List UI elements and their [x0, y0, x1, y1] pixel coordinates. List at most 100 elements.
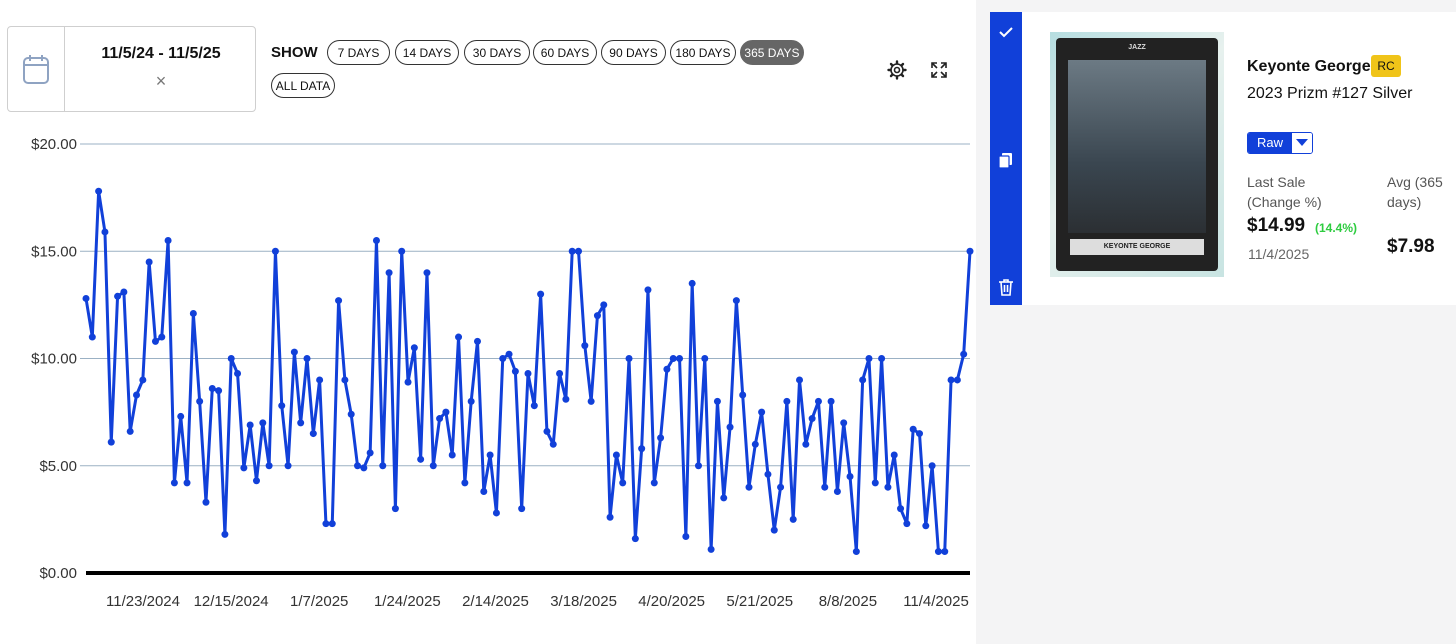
data-point	[492, 509, 500, 517]
grade-select[interactable]: Raw	[1247, 132, 1313, 154]
range-14-days-button[interactable]: 14 DAYS	[395, 40, 459, 65]
data-point	[846, 472, 854, 480]
data-point	[575, 247, 583, 255]
rookie-badge: RC	[1371, 55, 1401, 77]
data-point	[442, 408, 450, 416]
data-point	[897, 505, 905, 513]
x-tick-label: 11/23/2024	[106, 593, 180, 610]
clear-date-icon[interactable]: ×	[155, 71, 167, 91]
data-point	[145, 258, 153, 266]
data-point	[663, 365, 671, 373]
data-point	[865, 355, 873, 362]
range-90-days-button[interactable]: 90 DAYS	[601, 40, 666, 65]
data-point	[568, 247, 576, 255]
data-point	[385, 269, 393, 277]
data-point	[467, 397, 475, 405]
data-point	[770, 526, 778, 534]
y-tick-label: $10.00	[31, 351, 77, 368]
data-point	[290, 348, 298, 356]
chevron-down-icon[interactable]	[1292, 133, 1312, 153]
trash-icon[interactable]	[996, 277, 1016, 297]
data-point	[644, 286, 652, 294]
expand-icon[interactable]	[929, 60, 949, 80]
data-point	[473, 337, 481, 345]
data-point	[796, 376, 804, 384]
range-7-days-button[interactable]: 7 DAYS	[327, 40, 390, 65]
data-point	[511, 367, 519, 375]
data-point	[878, 355, 886, 362]
range-60-days-button[interactable]: 60 DAYS	[533, 40, 597, 65]
last-sale-date: 11/4/2025	[1248, 246, 1310, 262]
data-point	[915, 430, 923, 438]
range-all-data-button[interactable]: ALL DATA	[271, 73, 335, 98]
last-sale-value: $14.99	[1247, 215, 1306, 236]
data-point	[808, 415, 816, 423]
data-point	[410, 344, 418, 352]
data-point	[530, 402, 538, 410]
data-point	[941, 548, 949, 556]
data-point	[764, 470, 772, 478]
data-point	[524, 370, 532, 378]
check-icon[interactable]	[996, 22, 1016, 42]
data-point	[208, 385, 216, 393]
x-tick-label: 4/20/2025	[638, 593, 705, 610]
data-point	[543, 427, 551, 435]
range-180-days-button[interactable]: 180 DAYS	[670, 40, 736, 65]
data-point	[758, 408, 766, 416]
data-point	[455, 333, 463, 341]
range-30-days-button[interactable]: 30 DAYS	[464, 40, 530, 65]
date-range-text[interactable]: 11/5/24 - 11/5/25	[101, 45, 221, 62]
y-tick-label: $15.00	[31, 243, 77, 260]
data-point	[922, 522, 930, 530]
data-point	[682, 533, 690, 541]
player-name[interactable]: Keyonte George	[1247, 58, 1371, 75]
data-point	[398, 247, 406, 255]
x-tick-label: 11/4/2025	[903, 593, 969, 610]
card-set: 2023 Prizm #127 Silver	[1247, 85, 1413, 102]
data-point	[600, 301, 608, 309]
data-point	[871, 479, 879, 487]
data-point	[486, 451, 494, 459]
data-point	[417, 455, 425, 463]
x-tick-label: 3/18/2025	[550, 593, 617, 610]
range-365-days-button[interactable]: 365 DAYS	[740, 40, 804, 65]
data-point	[606, 513, 614, 521]
calendar-icon[interactable]	[8, 27, 65, 111]
last-sale-label: Last Sale (Change %)	[1247, 174, 1322, 210]
data-point	[556, 370, 564, 378]
data-point	[751, 440, 759, 448]
data-point	[499, 355, 507, 362]
card-image[interactable]: JAZZ KEYONTE GEORGE	[1050, 32, 1224, 277]
data-point	[707, 545, 715, 553]
data-point	[947, 376, 955, 384]
copy-icon[interactable]	[996, 150, 1016, 170]
data-point	[88, 333, 96, 341]
data-point	[114, 292, 122, 300]
data-point	[562, 395, 570, 403]
data-point	[126, 427, 134, 435]
data-point	[688, 279, 696, 287]
data-point	[909, 425, 917, 433]
data-point	[884, 483, 892, 491]
data-point	[240, 464, 248, 472]
data-point	[587, 397, 595, 405]
avg-label: Avg (365 days)	[1387, 174, 1443, 210]
data-point	[297, 419, 305, 427]
data-point	[404, 378, 412, 386]
data-point	[202, 498, 210, 506]
data-point	[170, 479, 178, 487]
data-point	[347, 410, 355, 418]
data-point	[821, 483, 829, 491]
date-range-picker[interactable]: 11/5/24 - 11/5/25 ×	[7, 26, 256, 112]
data-point	[221, 530, 229, 538]
y-tick-label: $0.00	[39, 565, 77, 582]
data-point	[840, 419, 848, 427]
data-point	[107, 438, 115, 446]
data-point	[158, 333, 166, 341]
card-name-text: KEYONTE GEORGE	[1070, 239, 1204, 255]
y-tick-label: $20.00	[31, 136, 77, 153]
gear-icon[interactable]	[887, 60, 907, 80]
card-summary-panel: JAZZ KEYONTE GEORGE Keyonte George RC 20…	[990, 12, 1456, 305]
card-team-text: JAZZ	[1128, 44, 1146, 51]
data-point	[423, 269, 431, 277]
